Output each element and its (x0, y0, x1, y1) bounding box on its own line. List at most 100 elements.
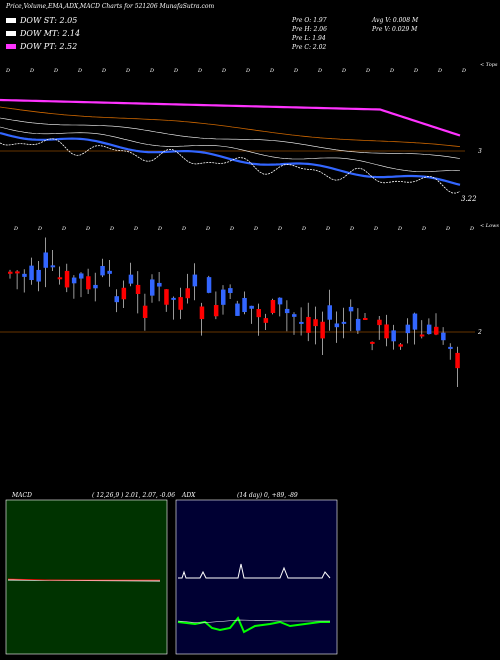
candle-body (284, 308, 290, 314)
ema-axis-label-3: 3 (478, 148, 482, 155)
top-pivot-marker: D (437, 68, 442, 74)
low-pivot-marker: D (253, 226, 258, 232)
top-pivot-marker: D (5, 68, 10, 74)
candle-body (107, 270, 112, 274)
candle-body (164, 289, 169, 305)
ema-orange-line (0, 106, 461, 147)
candle-body (64, 270, 70, 288)
candle-body (355, 318, 361, 331)
ema-blue-line (0, 131, 461, 186)
candle-body (292, 314, 297, 317)
top-pivot-marker: D (245, 68, 250, 74)
adx-plus-di-line (177, 616, 330, 634)
low-pivot-marker: D (109, 226, 114, 232)
top-pivot-marker: D (413, 68, 418, 74)
low-pivot-marker: D (181, 226, 186, 232)
low-pivot-marker: D (421, 226, 426, 232)
candle-body (405, 324, 411, 334)
candle-body (178, 297, 183, 310)
candle-body (114, 296, 119, 303)
candle-body (426, 324, 432, 335)
pivot-markers: D D D D D D D D D D D D D D D D D D D D D D D D D D D D D D D D D D D D D D D D (5, 68, 474, 232)
candle-body (391, 330, 396, 342)
candle-body (135, 284, 141, 294)
stat-prev-low: Pre L: 1.94 (292, 35, 326, 42)
stat-prev-volume: Pre V: 0.029 M (372, 26, 418, 33)
stat-prev-open: Pre O: 1.97 (292, 17, 327, 24)
candle-body (192, 274, 198, 287)
low-pivot-marker: D (157, 226, 162, 232)
top-pivot-marker: D (173, 68, 178, 74)
top-pivot-marker: D (461, 68, 466, 74)
candle-body (15, 271, 20, 274)
candle-body (100, 265, 105, 276)
candle-body (221, 289, 226, 305)
candle-body (334, 323, 340, 328)
macd-params: ( 12,26,9 ) 2.01, 2.07, -0.06 (92, 492, 176, 499)
candle-body (441, 332, 446, 341)
candle-body (249, 305, 254, 309)
candle-body (150, 279, 155, 296)
stat-avg-volume: Avg V: 0.008 M (372, 17, 419, 24)
candle-body (93, 284, 98, 289)
low-pivot-marker: D (277, 226, 282, 232)
candle-body (384, 324, 389, 339)
low-pivot-marker: D (445, 226, 450, 232)
candlesticks (8, 237, 460, 388)
candle-body (128, 274, 134, 284)
macd-line (7, 579, 161, 582)
candle-body (57, 277, 63, 280)
candle-body (455, 352, 460, 369)
top-pivot-marker: D (149, 68, 154, 74)
candle-body (242, 297, 247, 313)
candle-axis-label-2: 2 (478, 329, 482, 336)
stat-prev-close: Pre C: 2.02 (292, 44, 327, 51)
candle-body (398, 344, 403, 347)
ema-lines (0, 98, 461, 194)
candle-body (142, 305, 148, 318)
legend-dow-mt: DOW MT: 2.14 (6, 30, 80, 38)
candle-body (256, 309, 261, 318)
legend-swatch-st (6, 18, 16, 23)
top-pivot-marker: D (53, 68, 58, 74)
top-pivot-marker: D (269, 68, 274, 74)
candle-body (306, 316, 311, 333)
candle-body (29, 265, 34, 281)
adx-title: ADX (182, 492, 196, 499)
macd-lines (7, 578, 161, 582)
adx-main-line (178, 563, 331, 579)
candle-body (320, 321, 325, 339)
candle-body (299, 321, 304, 324)
low-pivot-marker: D (61, 226, 66, 232)
low-pivot-marker: D (37, 226, 42, 232)
candle-body (71, 277, 77, 284)
candle-body (50, 265, 56, 268)
top-pivot-marker: D (125, 68, 130, 74)
candle-body (412, 313, 418, 330)
legend-swatch-mt (6, 31, 16, 36)
candle-body (22, 273, 27, 277)
candle-body (121, 287, 127, 300)
top-pivot-marker: D (389, 68, 394, 74)
low-pivot-marker: D (325, 226, 330, 232)
chart-title: Price,Volume,EMA,ADX,MACD Charts for 521… (6, 3, 215, 10)
low-pivot-marker: D (205, 226, 210, 232)
candle-body (171, 297, 176, 300)
candle-body (235, 303, 240, 316)
top-pivot-marker: D (77, 68, 82, 74)
candle-body (263, 318, 269, 323)
low-pivot-marker: D (229, 226, 234, 232)
top-pivot-marker: D (365, 68, 370, 74)
candle-body (270, 300, 276, 313)
ema-white-line-2 (0, 126, 461, 172)
top-pivot-marker: D (197, 68, 202, 74)
candle-body (228, 288, 233, 294)
candle-body (213, 305, 219, 317)
candle-body (377, 319, 382, 326)
low-pivot-marker: D (349, 226, 354, 232)
candle-body (36, 269, 41, 282)
ema-axis-label-322: 3.22 (461, 195, 477, 203)
candle-body (434, 326, 439, 335)
adx-panel (175, 499, 338, 655)
